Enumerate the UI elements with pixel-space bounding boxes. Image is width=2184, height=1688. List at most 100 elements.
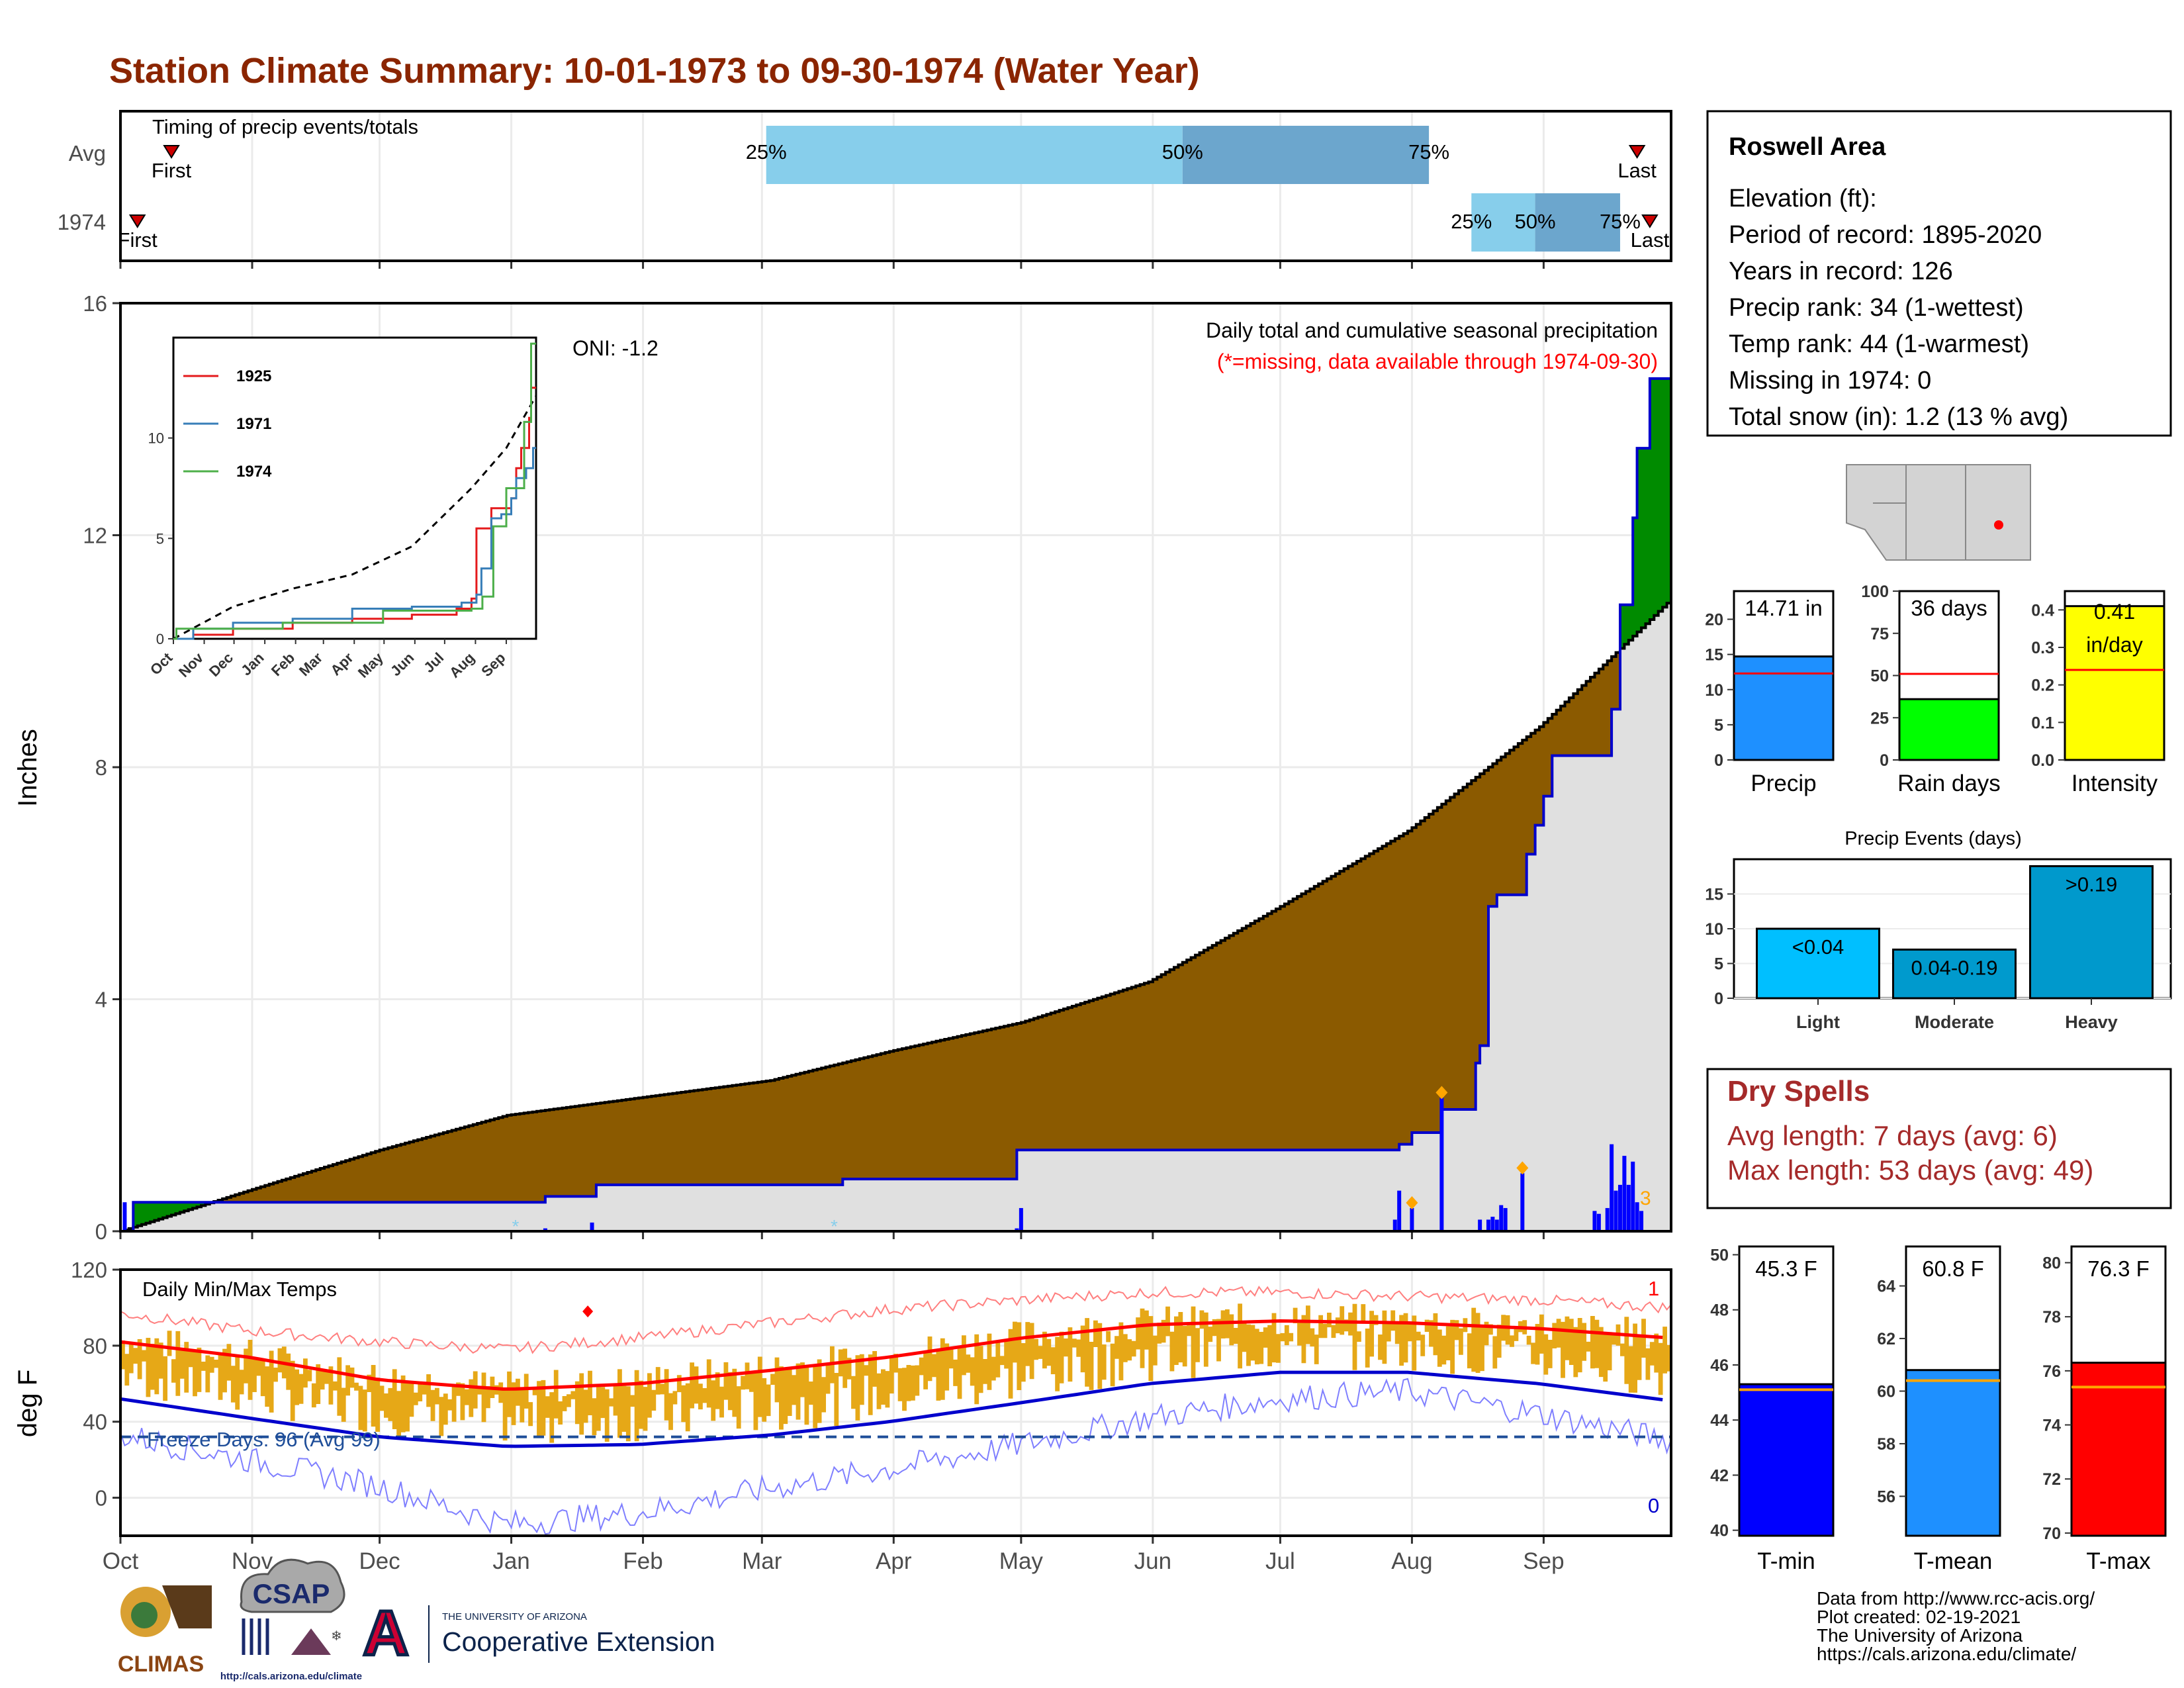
climas-globe-icon [131, 1602, 158, 1628]
ua-extension-text: Cooperative Extension [442, 1626, 715, 1657]
csap-wordmark: CSAP [253, 1578, 330, 1609]
avg-max-temp-line [120, 1319, 1663, 1391]
mini-0-label: Precip [1751, 771, 1816, 796]
credit-plot-date: Plot created: 02-19-2021 [1817, 1607, 2021, 1627]
temp-panel: 0 40 80 120 deg F Daily Min/Max Temps Freez… [13, 1258, 1672, 1544]
temp-bar-2-ytick-label-3: 76 [2042, 1362, 2061, 1381]
mini-0-bar [1733, 655, 1835, 761]
timing-avg-q3-bar [1182, 126, 1430, 184]
mini-1-ytick-label-4: 100 [1861, 583, 1889, 601]
timing-yr-first-label: First [118, 228, 158, 252]
temp-bar-1-label: T-mean [1914, 1548, 1993, 1574]
temp-bar-0-label: T-min [1757, 1548, 1815, 1574]
temp-bar-1-ytick-label-4: 64 [1877, 1278, 1895, 1296]
station-info-box: Roswell Area Elevation (ft): Period of re… [1706, 110, 2172, 437]
temp-bar-0-ytick-label-0: 40 [1710, 1522, 1729, 1540]
events-bar-label-0: <0.04 [1792, 935, 1844, 959]
station-info-line-0: Elevation (ft): [1729, 185, 1877, 212]
precip-ytick-label-2: 8 [95, 755, 107, 780]
page-title: Station Climate Summary: 10-01-1973 to 0… [109, 51, 1200, 91]
oni-label: ONI: -1.2 [572, 336, 659, 360]
daily-precip-bar-6 [1397, 1190, 1402, 1231]
month-label-Sep: Sep [1523, 1548, 1564, 1574]
temp-bar-1-ytick-label-1: 58 [1877, 1435, 1895, 1454]
inset-legend-label-1974: 1974 [236, 463, 272, 481]
ua-logo: A THE UNIVERSITY OF ARIZONA Cooperative … [361, 1597, 715, 1671]
timing-avg-p50-label: 50% [1162, 140, 1203, 164]
daily-precip-bar-7 [1410, 1207, 1414, 1231]
daily-precip-bar-19 [1610, 1144, 1614, 1231]
station-info-line-5: Missing in 1974: 0 [1729, 367, 1931, 395]
inset-ytick-label-1: 5 [156, 530, 164, 547]
avg-cumulative-line [120, 529, 1672, 1233]
station-info-line-6: Total snow (in): 1.2 (13 % avg) [1729, 403, 2068, 431]
mini-1-ytick-label-3: 75 [1870, 625, 1889, 643]
temp-bar-1-ytick-label-0: 56 [1877, 1487, 1895, 1506]
daily-precip-bar-13 [1499, 1205, 1504, 1231]
month-label-Feb: Feb [623, 1548, 662, 1574]
snow-star-marker-0: * [512, 1216, 520, 1237]
max-record-count: 1 [1648, 1277, 1659, 1300]
csap-url: http://cals.arizona.edu/climate [220, 1671, 362, 1682]
mini-2-ytick-label-2: 0.2 [2031, 677, 2054, 695]
events-category-Light: Light [1796, 1012, 1840, 1032]
extreme-count: 3 [1640, 1188, 1651, 1209]
events-title: Precip Events (days) [1844, 828, 2022, 849]
station-location-marker [1994, 520, 2003, 530]
precip-subtitle: (*=missing, data available through 1974-… [1217, 350, 1658, 373]
record-high-marker [582, 1305, 594, 1318]
extreme-event-marker-1 [1435, 1086, 1448, 1100]
timing-avg-last-marker [1628, 145, 1646, 159]
climas-logo: CLIMAS [111, 1582, 212, 1677]
events-ytick-label-0: 0 [1714, 990, 1723, 1008]
events-ytick-label-3: 15 [1705, 886, 1723, 904]
mini-1-ytick-label-0: 0 [1880, 751, 1889, 770]
precip-frame [119, 302, 1672, 1233]
temp-bar-1-fill [1905, 1369, 2001, 1537]
timing-yr-p50-label: 50% [1515, 210, 1556, 233]
mini-1-label: Rain days [1897, 771, 2001, 796]
dry-spells-title: Dry Spells [1727, 1075, 1870, 1107]
inset-series-line-1974 [173, 342, 536, 640]
timing-row-avg: Avg [69, 141, 106, 165]
station-name: Roswell Area [1729, 133, 1886, 161]
events-bar-Light [1756, 927, 1880, 1000]
timing-yr-q2-bar [1471, 193, 1535, 252]
temp-bar-2-ytick-label-1: 72 [2042, 1470, 2061, 1489]
month-label-Dec: Dec [359, 1548, 400, 1574]
min-record-count: 0 [1648, 1494, 1659, 1517]
temp-ytick-label-3: 120 [71, 1258, 107, 1282]
timing-row-year: 1974 [58, 210, 106, 234]
mini-0-ytick-label-1: 5 [1714, 716, 1723, 735]
inset-legend-label-1971: 1971 [236, 415, 271, 433]
temp-bar-0-ytick-label-2: 44 [1710, 1411, 1729, 1430]
temp-y-label: deg F [13, 1370, 42, 1437]
avg-min-temp-line [120, 1370, 1663, 1448]
timing-yr-p25-label: 25% [1451, 210, 1492, 233]
temp-ytick-label-0: 0 [95, 1486, 107, 1511]
precip-ytick-label-3: 12 [83, 524, 107, 548]
timing-yr-last-label: Last [1631, 228, 1670, 252]
extreme-event-marker-2 [1516, 1161, 1529, 1175]
precip-events-chart: Precip Events (days) 0 5 10 15 <0.04 Light 0.0… [1705, 828, 2172, 1032]
mini-2-label: Intensity [2071, 771, 2158, 796]
daily-precip-bar-4 [1019, 1207, 1023, 1231]
daily-precip-bar-0 [122, 1202, 127, 1231]
daily-precip-bar-12 [1494, 1219, 1499, 1231]
inset-ytick-label-2: 10 [148, 430, 164, 447]
station-info-line-2: Years in record: 126 [1729, 258, 1953, 285]
daily-precip-bar-16 [1592, 1211, 1597, 1231]
temp-bar-1-value-label: 60.8 F [1922, 1256, 1984, 1281]
timing-avg-first-marker [163, 145, 180, 159]
mountain-icon [291, 1628, 331, 1655]
temp-bar-0-fill [1738, 1383, 1835, 1537]
dry-spells-max: Max length: 53 days (avg: 49) [1727, 1154, 2093, 1186]
station-info-line-1: Period of record: 1895-2020 [1729, 221, 2042, 249]
dry-spells-box: Dry Spells Avg length: 7 days (avg: 6) M… [1706, 1068, 2172, 1209]
temp-bar-1-ytick-label-3: 62 [1877, 1330, 1895, 1348]
daily-precip-bar-5 [1392, 1219, 1397, 1231]
credit-data-source: Data from http://www.rcc-acis.org/ [1817, 1588, 2095, 1609]
station-info-frame [1706, 110, 2172, 437]
events-ytick-label-2: 10 [1705, 920, 1723, 939]
